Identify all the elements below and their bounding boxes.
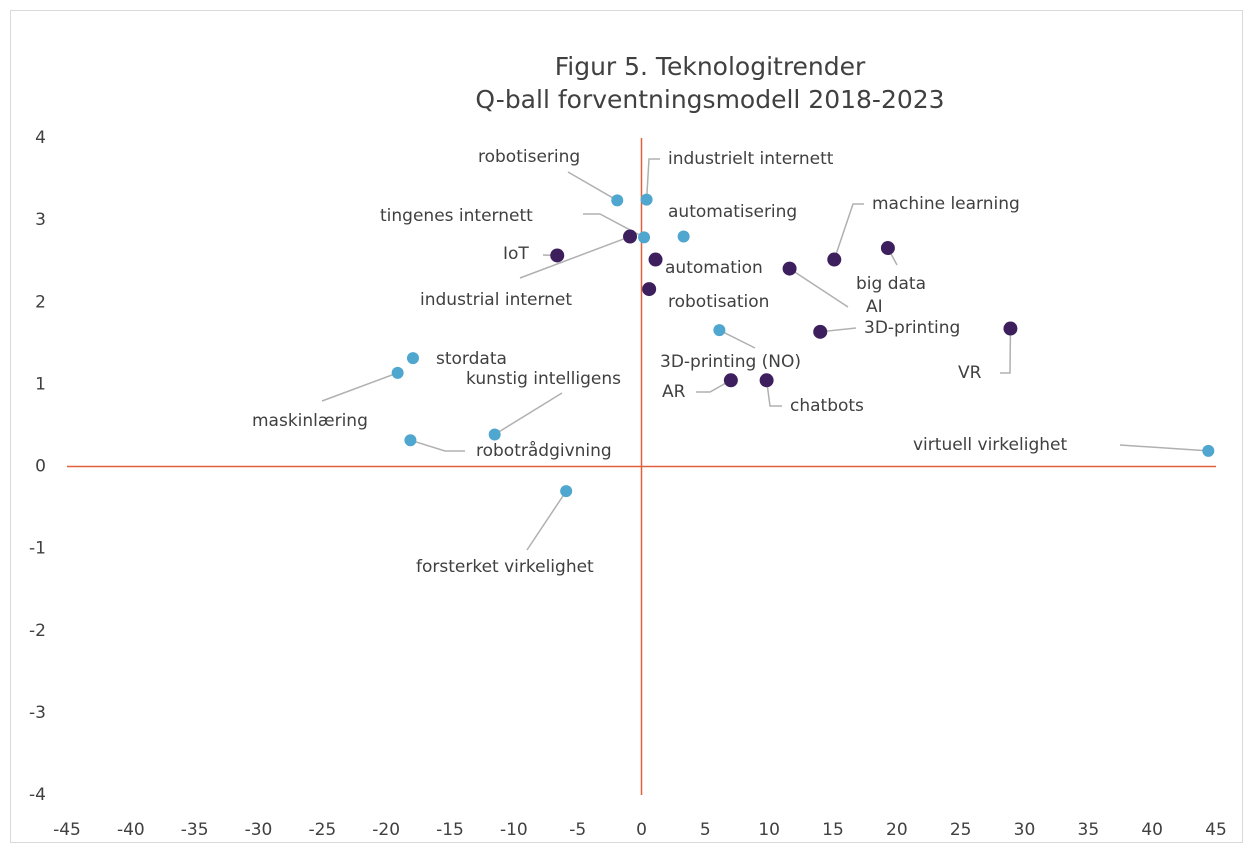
point	[611, 194, 624, 207]
leader-line	[696, 379, 732, 393]
point-label: IoT	[503, 244, 529, 264]
x-tick-label: 20	[886, 820, 908, 840]
leader-line	[645, 158, 660, 200]
point	[640, 193, 653, 206]
point-label: 3D-printing	[864, 318, 960, 338]
x-tick-label: 15	[822, 820, 844, 840]
point	[880, 241, 895, 256]
point-label: industrielt internett	[668, 149, 834, 169]
x-tick-label: -10	[500, 820, 528, 840]
leader-line	[567, 171, 618, 202]
point	[623, 229, 638, 244]
leader-line	[833, 203, 864, 260]
point-label: chatbots	[790, 396, 864, 416]
point-label: tingenes internett	[380, 206, 533, 226]
leader-line	[719, 329, 756, 349]
y-tick-label: 0	[35, 457, 46, 477]
chart-subtitle: Q-ball forventningsmodell 2018-2023	[475, 85, 944, 114]
y-tick-label: 4	[35, 128, 46, 148]
x-tick-label: 45	[1205, 820, 1227, 840]
point	[550, 248, 565, 263]
leader-line	[526, 490, 567, 551]
point	[813, 324, 828, 339]
x-tick-label: -45	[53, 820, 81, 840]
y-tick-label: -2	[29, 621, 46, 641]
point	[713, 324, 726, 337]
point-label: VR	[958, 363, 982, 383]
leader-line	[1000, 328, 1012, 374]
point	[638, 231, 651, 244]
point	[648, 252, 663, 267]
x-tick-label: -15	[436, 820, 464, 840]
point-label: maskinlæring	[252, 411, 368, 431]
leader-line	[494, 392, 563, 436]
point	[1202, 444, 1215, 457]
y-tick-label: 3	[35, 210, 46, 230]
x-tick-label: -25	[308, 820, 336, 840]
point-label: automatisering	[668, 202, 797, 222]
point	[1003, 321, 1018, 336]
point	[677, 230, 690, 243]
point-label: robotisation	[668, 292, 769, 312]
x-tick-label: 5	[700, 820, 711, 840]
point	[642, 282, 657, 297]
x-tick-label: 10	[758, 820, 780, 840]
point-label: big data	[856, 274, 926, 294]
chart-frame	[10, 10, 1243, 843]
point-label: kunstig intelligens	[466, 369, 621, 389]
x-tick-label: -35	[181, 820, 209, 840]
leader-line	[765, 380, 782, 407]
point-label: automation	[665, 258, 763, 278]
y-tick-label: 1	[35, 374, 46, 394]
x-tick-label: 25	[950, 820, 972, 840]
point-label: AI	[866, 297, 883, 317]
point	[406, 352, 419, 365]
point	[404, 434, 417, 447]
point-label: virtuell virkelighet	[913, 435, 1067, 455]
point-label: stordata	[436, 349, 507, 369]
x-tick-label: -20	[372, 820, 400, 840]
x-tick-label: -30	[245, 820, 273, 840]
point-label: AR	[662, 382, 686, 402]
point	[782, 261, 797, 276]
point	[560, 485, 573, 498]
leader-line	[519, 235, 631, 279]
point-label: 3D-printing (NO)	[660, 352, 801, 372]
x-tick-label: -40	[117, 820, 145, 840]
y-tick-label: -4	[29, 785, 46, 805]
leader-line	[789, 267, 849, 308]
leader-line	[410, 439, 465, 452]
point	[488, 428, 501, 441]
point	[723, 373, 738, 388]
leader-line	[321, 372, 398, 402]
chart-title: Figur 5. Teknologitrender	[555, 52, 866, 81]
x-tick-label: 30	[1014, 820, 1036, 840]
point	[391, 366, 404, 379]
x-tick-label: 40	[1141, 820, 1163, 840]
point	[759, 373, 774, 388]
y-tick-label: 2	[35, 292, 46, 312]
leader-line	[1119, 444, 1209, 452]
y-tick-label: -1	[29, 539, 46, 559]
point-label: industrial internet	[420, 290, 572, 310]
point	[827, 252, 842, 267]
x-tick-label: 0	[636, 820, 647, 840]
point-label: robotrådgivning	[476, 440, 612, 461]
x-tick-label: -5	[569, 820, 586, 840]
point-label: robotisering	[478, 147, 580, 167]
x-tick-label: 35	[1078, 820, 1100, 840]
point-label: forsterket virkelighet	[416, 557, 594, 577]
point-label: machine learning	[872, 194, 1020, 214]
y-tick-label: -3	[29, 703, 46, 723]
